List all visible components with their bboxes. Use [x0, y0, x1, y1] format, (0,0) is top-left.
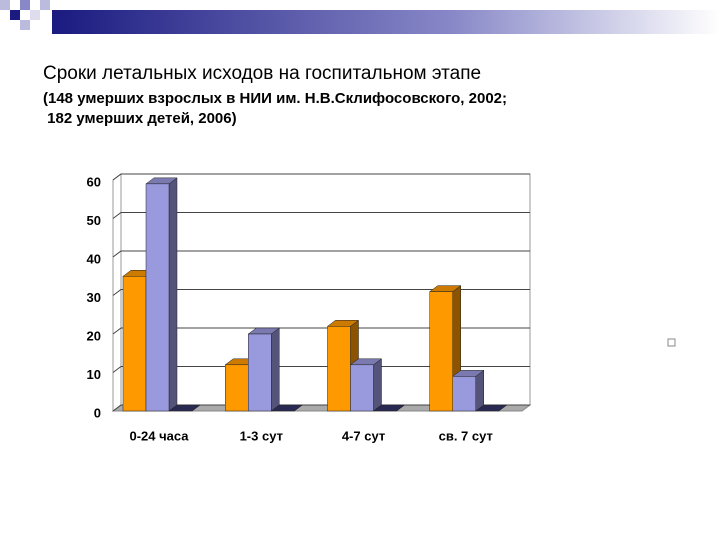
y-tick-label: 20 — [87, 328, 101, 343]
bar-side — [373, 358, 382, 412]
bar-side — [271, 327, 280, 412]
y-tick-label: 0 — [94, 405, 101, 420]
bar-top — [270, 404, 303, 412]
bar — [327, 326, 351, 412]
y-tick-label: 50 — [87, 213, 101, 228]
bar — [145, 183, 170, 412]
bar — [225, 364, 249, 412]
bar — [350, 364, 374, 412]
x-tick-label: 4-7 сут — [342, 428, 385, 443]
subtitle: (148 умерших взрослых в НИИ им. Н.В.Скли… — [43, 90, 507, 107]
grid-line — [112, 173, 530, 181]
bar-top — [475, 404, 508, 412]
y-tick-label: 10 — [87, 367, 101, 382]
subtitle: 182 умерших детей, 2006) — [43, 110, 237, 127]
legend-key — [667, 338, 676, 347]
grid-line — [112, 289, 530, 296]
bar — [429, 291, 453, 412]
bar-top — [168, 404, 201, 412]
x-tick-label: св. 7 сут — [439, 428, 493, 443]
grid-line — [112, 327, 530, 335]
grid-line — [112, 366, 530, 373]
bar-side — [475, 369, 484, 412]
x-tick-label: 1-3 сут — [240, 428, 283, 443]
grid-line — [112, 250, 530, 258]
grid-line — [112, 212, 530, 219]
chart-title: Сроки летальных исходов на госпитальном … — [43, 63, 481, 84]
y-tick-label: 40 — [87, 251, 101, 266]
y-tick-label: 60 — [87, 174, 101, 189]
bar — [122, 276, 147, 412]
x-tick-label: 0-24 часа — [129, 428, 189, 443]
bar-top — [372, 404, 406, 412]
bar-side — [168, 177, 178, 412]
bar — [452, 376, 476, 412]
decoration — [0, 0, 720, 34]
bar — [248, 333, 272, 412]
y-tick-label: 30 — [87, 290, 101, 305]
